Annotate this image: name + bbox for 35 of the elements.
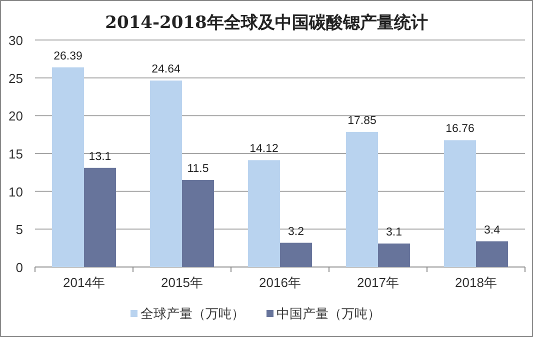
data-label: 11.5 [187, 162, 209, 175]
data-label: 3.1 [386, 226, 402, 239]
data-label: 24.64 [152, 64, 181, 76]
data-label: 13.1 [88, 150, 112, 163]
data-label: 3.4 [484, 224, 501, 236]
bar [476, 241, 508, 267]
y-tick-label: 10 [8, 184, 23, 200]
bar [378, 244, 410, 267]
x-tick-label: 2016年 [259, 275, 301, 290]
chart-title: 2014-2018年全球及中国碳酸锶产量统计 [105, 13, 428, 33]
bar [280, 242, 312, 267]
y-tick-label: 25 [8, 70, 23, 86]
bar [150, 80, 182, 267]
x-tick-label: 2015年 [161, 275, 203, 290]
data-label: 26.39 [54, 50, 82, 62]
x-tick-label: 2014年 [63, 275, 105, 290]
x-tick-label: 2017年 [357, 275, 399, 290]
bar [84, 168, 116, 267]
y-tick-label: 30 [8, 33, 23, 48]
data-label: 14.12 [250, 143, 278, 156]
bar [182, 180, 214, 267]
bar [52, 67, 84, 267]
y-tick-label: 5 [16, 222, 23, 238]
legend-label: 中国产量（万吨） [276, 306, 380, 321]
data-label: 3.2 [288, 226, 304, 238]
data-label: 17.85 [348, 114, 376, 127]
legend-label: 全球产量（万吨） [140, 306, 244, 321]
bar [444, 140, 476, 267]
y-tick-label: 15 [8, 146, 23, 162]
x-tick-label: 2018年 [455, 275, 497, 290]
data-label: 16.76 [446, 123, 474, 136]
bar [248, 160, 280, 267]
bar [346, 132, 378, 267]
y-tick-label: 0 [16, 260, 23, 275]
y-tick-label: 20 [8, 108, 23, 124]
